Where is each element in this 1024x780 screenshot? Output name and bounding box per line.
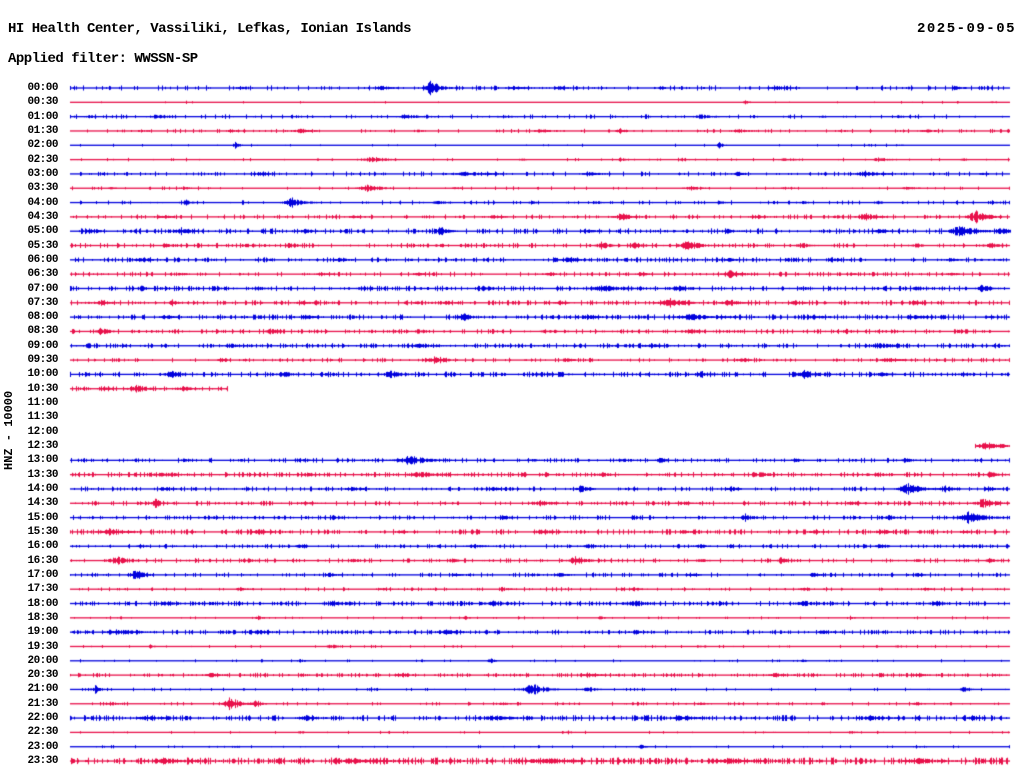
time-label: 14:30 bbox=[27, 497, 58, 510]
time-label: 19:00 bbox=[27, 626, 58, 639]
time-label: 03:30 bbox=[27, 182, 58, 195]
time-label: 04:00 bbox=[27, 196, 58, 209]
time-label: 13:00 bbox=[27, 454, 58, 467]
time-label: 00:00 bbox=[27, 82, 58, 94]
time-label: 10:30 bbox=[27, 382, 58, 395]
time-label: 15:00 bbox=[27, 511, 58, 524]
time-label: 20:30 bbox=[27, 669, 58, 682]
time-label: 03:00 bbox=[27, 167, 58, 180]
time-label: 09:30 bbox=[27, 354, 58, 367]
time-label: 23:30 bbox=[27, 755, 58, 767]
time-label: 12:00 bbox=[27, 425, 58, 438]
time-label: 00:30 bbox=[27, 96, 58, 109]
time-label: 17:30 bbox=[27, 583, 58, 596]
time-label: 23:00 bbox=[27, 740, 58, 753]
time-label: 20:00 bbox=[27, 654, 58, 667]
time-label: 05:30 bbox=[27, 239, 58, 252]
time-label: 17:00 bbox=[27, 568, 58, 581]
time-label: 22:00 bbox=[27, 712, 58, 725]
page-title: HI Health Center, Vassiliki, Lefkas, Ion… bbox=[8, 21, 411, 37]
time-label: 04:30 bbox=[27, 210, 58, 223]
time-label: 18:30 bbox=[27, 611, 58, 624]
time-label: 07:30 bbox=[27, 296, 58, 309]
time-label: 12:30 bbox=[27, 440, 58, 452]
time-label: 21:30 bbox=[27, 697, 58, 710]
time-label: 08:00 bbox=[27, 311, 58, 324]
applied-filter-label: Applied filter: WWSSN-SP bbox=[8, 51, 198, 67]
time-label: 22:30 bbox=[27, 726, 58, 739]
time-label: 11:00 bbox=[27, 397, 58, 409]
date-label: 2025-09-05 bbox=[916, 21, 1016, 37]
time-label: 18:00 bbox=[27, 597, 58, 610]
time-label: 19:30 bbox=[27, 640, 58, 653]
time-label: 06:30 bbox=[27, 268, 58, 281]
time-label: 07:00 bbox=[27, 282, 58, 295]
time-label: 05:00 bbox=[27, 225, 58, 238]
time-label: 16:30 bbox=[27, 554, 58, 567]
time-label: 02:30 bbox=[27, 153, 58, 166]
time-label: 21:00 bbox=[27, 683, 58, 696]
time-label: 09:00 bbox=[27, 339, 58, 352]
time-label: 08:30 bbox=[27, 325, 58, 338]
time-label: 14:00 bbox=[27, 483, 58, 495]
time-label: 13:30 bbox=[27, 468, 58, 481]
time-label: 01:00 bbox=[27, 110, 58, 123]
time-label: 11:30 bbox=[27, 411, 58, 424]
time-label: 16:00 bbox=[27, 540, 58, 553]
time-label: 06:00 bbox=[27, 253, 58, 266]
time-label: 15:30 bbox=[27, 525, 58, 538]
time-label: 01:30 bbox=[27, 125, 58, 137]
time-label: 10:00 bbox=[27, 368, 58, 381]
time-label: 02:00 bbox=[27, 139, 58, 152]
